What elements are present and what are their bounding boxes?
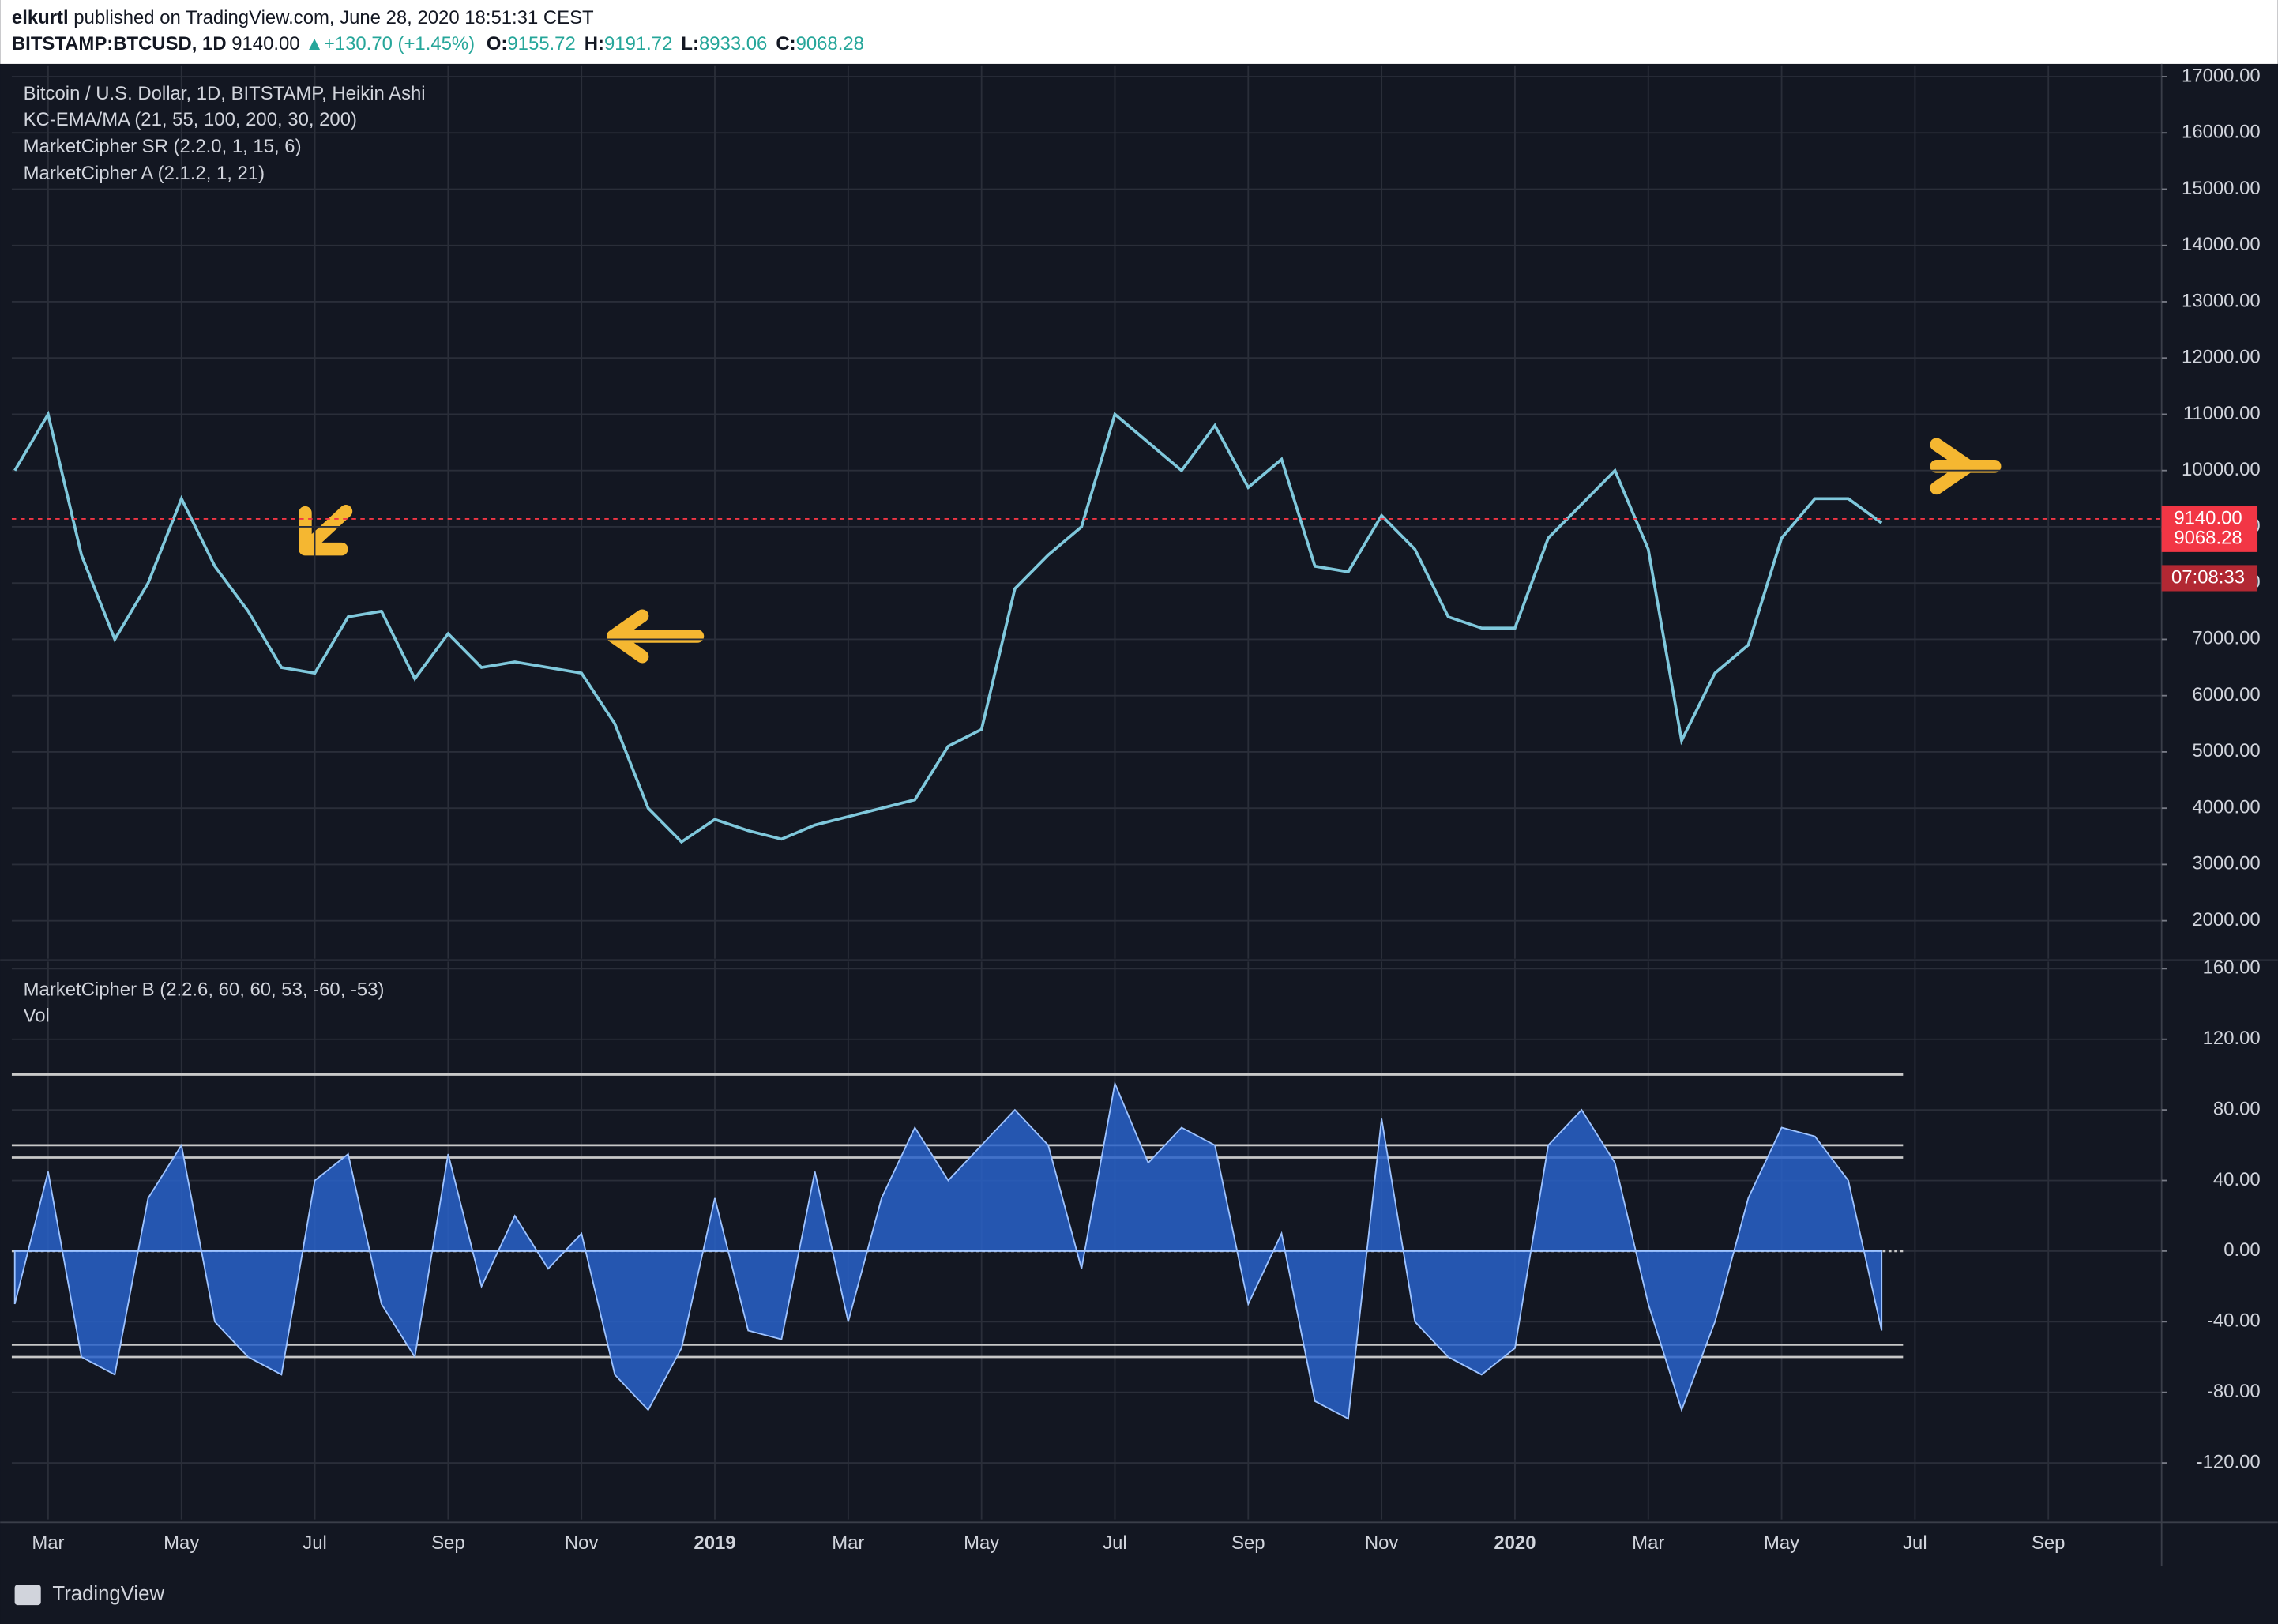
price-label-box [2161,525,2258,552]
y-tick-label: 13000.00 [2182,290,2261,311]
y-tick-label: 16000.00 [2182,122,2261,143]
pane-title: MarketCipher B (2.2.6, 60, 60, 53, -60, … [24,979,385,1001]
y-tick-label: 40.00 [2213,1169,2261,1190]
x-tick-label: 2020 [1494,1532,1536,1554]
indicator-label: MarketCipher A (2.1.2, 1, 21) [24,163,265,184]
y-tick-label: -40.00 [2207,1310,2261,1332]
ohlc-key: L: [681,33,699,55]
pane-title: Bitcoin / U.S. Dollar, 1D, BITSTAMP, Hei… [24,83,426,104]
change: +130.70 (+1.45%) [324,33,475,55]
x-tick-label: Sep [431,1532,465,1554]
ohlc-key: O: [487,33,508,55]
annotation-arrow [1930,438,2002,495]
price-label: 9140.00 [2174,507,2242,528]
y-tick-label: 0.00 [2223,1239,2261,1261]
y-tick-label: 12000.00 [2182,347,2261,368]
indicator-label: MarketCipher SR (2.2.0, 1, 15, 6) [24,136,302,157]
y-tick-label: 3000.00 [2192,853,2260,874]
brand-logo [14,1585,41,1606]
header-bar [0,0,2278,64]
y-tick-label: -120.00 [2197,1451,2261,1472]
brand: TradingView [52,1583,164,1605]
header-line-2: BITSTAMP:BTCUSD, 1D 9140.00 ▲+130.70 (+1… [12,33,864,55]
x-tick-label: Nov [1365,1532,1399,1554]
x-tick-label: Nov [565,1532,599,1554]
symbol: BITSTAMP:BTCUSD, 1D [12,33,227,55]
y-tick-label: 17000.00 [2182,65,2261,86]
countdown: 07:08:33 [2171,566,2245,588]
indicator-label: KC-EMA/MA (21, 55, 100, 200, 30, 200) [24,109,357,130]
y-tick-label: 7000.00 [2192,628,2260,649]
wave-area [13,1081,1883,1420]
y-tick-label: 2000.00 [2192,909,2260,930]
author: elkurtl [12,7,69,28]
x-tick-label: Jul [1903,1532,1927,1554]
ohlc-value: 8933.06 [699,33,767,55]
annotation-arrow [607,609,705,664]
price-line [13,410,1883,844]
annotation-arrow [299,505,353,556]
ohlc-value: 9155.72 [507,33,575,55]
y-tick-label: 4000.00 [2192,796,2260,818]
ohlc-value: 9068.28 [796,33,864,55]
x-tick-label: 2019 [694,1532,735,1554]
y-tick-label: 11000.00 [2183,403,2261,424]
footer-bar [0,1569,2278,1624]
ohlc-key: C: [776,33,795,55]
header-line-1: elkurtl published on TradingView.com, Ju… [12,7,594,28]
countdown-box [2161,565,2258,592]
ohlc-key: H: [585,33,604,55]
y-tick-label: 14000.00 [2182,234,2261,255]
y-tick-label: 160.00 [2203,957,2261,979]
indicator-label: Vol [24,1006,50,1027]
up-arrow: ▲ [305,33,324,55]
x-tick-label: Mar [832,1532,864,1554]
x-tick-label: Mar [1632,1532,1664,1554]
y-tick-label: 6000.00 [2192,684,2260,705]
x-tick-label: Sep [1231,1532,1265,1554]
y-tick-label: 15000.00 [2182,178,2261,199]
x-tick-label: Sep [2032,1532,2066,1554]
y-tick-label: 80.00 [2213,1098,2261,1119]
y-tick-label: 10000.00 [2182,459,2261,480]
x-tick-label: Jul [303,1532,327,1554]
last: 9140.00 [231,33,299,55]
y-tick-label: 5000.00 [2192,740,2260,761]
ohlc-value: 9191.72 [604,33,672,55]
x-tick-label: May [1764,1532,1799,1554]
x-tick-label: May [964,1532,999,1554]
x-tick-label: May [164,1532,199,1554]
published: published on TradingView.com, June 28, 2… [73,7,594,28]
x-tick-label: Mar [32,1532,64,1554]
price-label: 9068.28 [2174,528,2242,549]
y-tick-label: -80.00 [2207,1381,2261,1402]
x-tick-label: Jul [1103,1532,1127,1554]
y-tick-label: 120.00 [2203,1028,2261,1049]
